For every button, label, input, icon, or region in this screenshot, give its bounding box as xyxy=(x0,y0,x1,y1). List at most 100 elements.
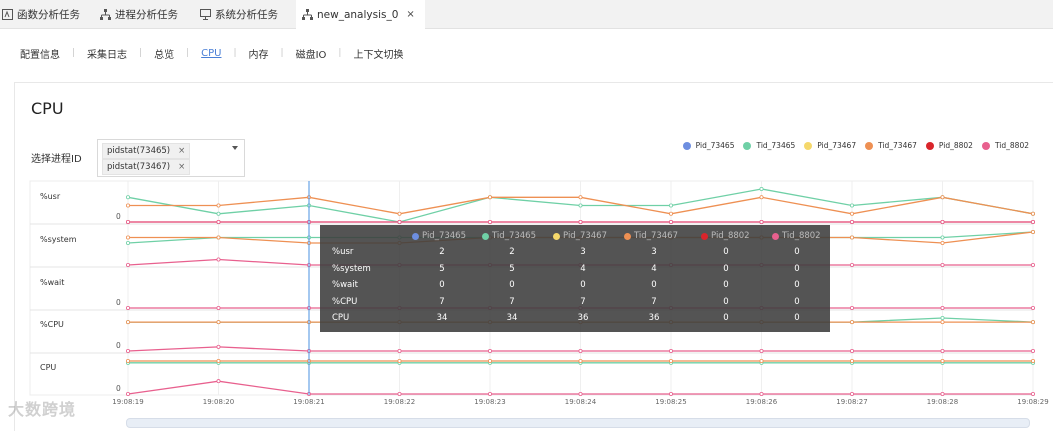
tooltip-row: %CPU 7 7 7 7 0 0 xyxy=(320,297,830,313)
close-icon[interactable]: × xyxy=(406,9,415,20)
data-point xyxy=(126,305,131,310)
tooltip-row-name: %system xyxy=(332,263,371,274)
tooltip-value: 0 xyxy=(723,313,729,323)
subnav-disk-io[interactable]: 磁盘IO xyxy=(295,49,327,61)
data-point xyxy=(940,195,945,200)
chip-pidstat-73465: pidstat(73465) × xyxy=(102,143,191,159)
row-label-wait: %wait xyxy=(40,278,65,287)
data-point xyxy=(940,262,945,267)
subnav-memory[interactable]: 内存 xyxy=(248,49,269,61)
legend-dot xyxy=(743,141,752,150)
legend-label: Pid_8802 xyxy=(938,141,973,150)
tab-label: new_analysis_0 xyxy=(317,8,399,21)
remove-chip-icon[interactable]: × xyxy=(178,162,186,172)
data-point xyxy=(1031,229,1036,234)
legend-item[interactable]: Pid_73465 xyxy=(682,141,735,150)
tooltip-value: 2 xyxy=(509,247,515,257)
data-point xyxy=(487,391,492,396)
process-select[interactable]: pidstat(73465) × pidstat(73467) × xyxy=(97,139,245,177)
legend-dot xyxy=(772,232,779,240)
data-point xyxy=(850,348,855,353)
sub-navigation: 配置信息 | 采集日志 | 总览 | CPU | 内存 | 磁盘IO | 上下文切换 xyxy=(20,44,403,62)
tab-new-analysis[interactable]: new_analysis_0 × xyxy=(296,0,425,29)
data-point xyxy=(669,219,674,224)
data-point xyxy=(940,219,945,224)
chevron-down-icon[interactable] xyxy=(232,146,238,150)
data-point xyxy=(850,358,855,363)
remove-chip-icon[interactable]: × xyxy=(178,146,186,156)
data-point xyxy=(850,391,855,396)
tooltip-series-label: Tid_73467 xyxy=(634,231,678,241)
separator: | xyxy=(139,48,143,58)
data-point xyxy=(397,391,402,396)
subnav-config[interactable]: 配置信息 xyxy=(20,49,60,61)
page-title: CPU xyxy=(31,99,64,118)
x-tick-label: 19:08:21 xyxy=(293,398,325,406)
separator: | xyxy=(233,48,237,58)
tooltip-value: 0 xyxy=(723,247,729,257)
data-point xyxy=(578,219,583,224)
row-label-system: %system xyxy=(40,235,77,244)
legend-item[interactable]: Tid_73467 xyxy=(865,141,917,150)
subnav-overview[interactable]: 总览 xyxy=(154,49,175,61)
legend-item[interactable]: Tid_73465 xyxy=(743,141,795,150)
data-point xyxy=(850,305,855,310)
legend-dot xyxy=(682,141,691,150)
subnav-cpu[interactable]: CPU xyxy=(201,47,222,59)
legend-label: Pid_73465 xyxy=(695,141,735,150)
tab-system-analysis[interactable]: 系统分析任务 xyxy=(200,0,278,28)
legend-item[interactable]: Pid_8802 xyxy=(925,141,973,150)
data-point xyxy=(759,219,764,224)
data-point xyxy=(216,344,221,349)
tooltip-series-label: Tid_73465 xyxy=(492,231,536,241)
legend-label: Tid_73467 xyxy=(878,141,917,150)
legend-item[interactable]: Tid_8802 xyxy=(981,141,1029,150)
data-point xyxy=(940,358,945,363)
row-label-cpu-pct: %CPU xyxy=(40,320,64,329)
data-point xyxy=(940,235,945,240)
data-point xyxy=(487,358,492,363)
x-tick-label: 19:08:25 xyxy=(655,398,687,406)
data-point xyxy=(126,240,131,245)
data-point xyxy=(759,195,764,200)
x-tick-label: 19:08:26 xyxy=(745,398,778,406)
separator: | xyxy=(338,48,342,58)
data-point xyxy=(759,186,764,191)
chip-pidstat-73467: pidstat(73467) × xyxy=(102,159,191,175)
tab-process-analysis[interactable]: 进程分析任务 xyxy=(100,0,178,28)
tooltip-value: 0 xyxy=(723,296,729,307)
separator: | xyxy=(186,48,190,58)
legend-dot xyxy=(553,232,560,240)
tooltip-row: CPU 34 34 36 36 0 0 xyxy=(320,313,830,329)
tooltip-value: 0 xyxy=(794,313,800,323)
tab-function-analysis[interactable]: 函数分析任务 xyxy=(0,0,80,28)
x-tick-label: 19:08:27 xyxy=(836,398,868,406)
tooltip-value: 7 xyxy=(651,296,657,307)
data-point xyxy=(669,203,674,208)
data-point xyxy=(1031,348,1036,353)
data-point xyxy=(397,358,402,363)
data-point xyxy=(850,262,855,267)
tooltip-legend-item: Pid_73467 xyxy=(553,231,607,241)
data-point xyxy=(669,391,674,396)
legend-dot xyxy=(701,232,708,240)
legend-item[interactable]: Pid_73467 xyxy=(804,141,856,150)
data-point xyxy=(850,211,855,216)
tooltip-value: 0 xyxy=(580,280,586,290)
subnav-context-switch[interactable]: 上下文切换 xyxy=(353,49,404,61)
data-point xyxy=(1031,320,1036,325)
y-zero-label: 0 xyxy=(116,384,121,393)
data-point xyxy=(850,320,855,325)
tooltip-value: 5 xyxy=(439,263,445,274)
data-point xyxy=(126,358,131,363)
subnav-log[interactable]: 采集日志 xyxy=(87,49,128,61)
tooltip-value: 7 xyxy=(580,296,586,307)
data-point xyxy=(759,391,764,396)
tooltip-value: 3 xyxy=(651,247,657,257)
data-point xyxy=(850,219,855,224)
chart-zoom-scrollbar[interactable] xyxy=(126,418,1030,428)
tooltip-row: %wait 0 0 0 0 0 0 xyxy=(320,280,830,296)
data-point xyxy=(940,315,945,320)
tooltip-value: 0 xyxy=(509,280,515,290)
